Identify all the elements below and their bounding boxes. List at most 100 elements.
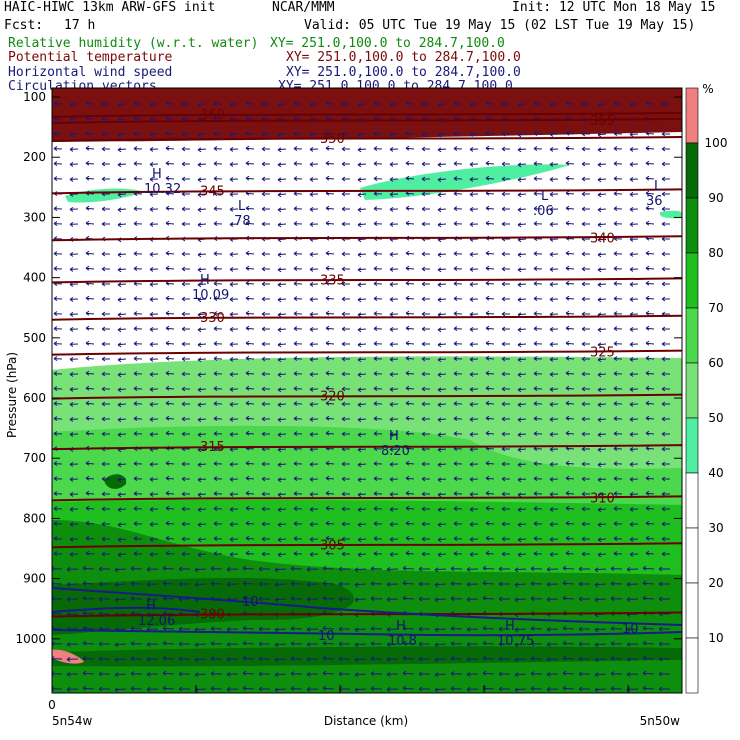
wind-vector xyxy=(114,568,127,571)
wind-vector xyxy=(517,178,527,181)
wind-vector-head xyxy=(501,251,506,257)
wind-vector xyxy=(405,342,415,345)
wind-vector xyxy=(357,298,367,301)
wind-vector-head xyxy=(309,311,314,317)
wind-vector xyxy=(322,657,335,660)
wind-vector xyxy=(485,552,495,555)
wind-vector-head xyxy=(514,582,519,588)
wind-vector xyxy=(437,328,447,331)
colorbar-level: 40 xyxy=(708,466,723,480)
wind-vector-head xyxy=(549,221,554,227)
wind-vector xyxy=(357,223,367,226)
wind-vector xyxy=(197,403,207,406)
wind-vector-head xyxy=(165,535,170,541)
wind-vector-head xyxy=(245,250,250,256)
wind-vector-head xyxy=(197,162,202,168)
wind-vector-head xyxy=(341,281,346,287)
wind-vector-head xyxy=(565,265,570,271)
wind-vector-head xyxy=(242,580,247,586)
wind-vector-head xyxy=(69,221,74,227)
x-axis-label: Distance (km) xyxy=(324,714,408,728)
forecast-label: Fcst: xyxy=(4,18,44,33)
wind-vector-head xyxy=(661,551,666,557)
wind-vector-head xyxy=(645,220,650,226)
wind-vector-head xyxy=(229,461,234,467)
wind-vector-head xyxy=(405,475,410,481)
wind-vector xyxy=(325,402,335,405)
wind-vector-head xyxy=(549,416,554,422)
wind-contour xyxy=(52,587,682,626)
wind-vector xyxy=(357,178,367,181)
wind-vector xyxy=(645,282,655,285)
wind-vector xyxy=(485,372,495,375)
wind-vector xyxy=(277,148,287,151)
wind-vector-head xyxy=(613,506,618,512)
wind-vector-head xyxy=(629,206,634,212)
wind-vector xyxy=(274,688,287,691)
wind-vector-head xyxy=(213,461,218,467)
wind-vector xyxy=(405,387,415,390)
wind-vector xyxy=(565,357,575,360)
wind-vector-head xyxy=(658,581,663,587)
wind-vector xyxy=(277,208,287,211)
wind-vector xyxy=(82,642,95,645)
wind-vector-head xyxy=(357,267,362,273)
wind-vector-head xyxy=(306,566,311,572)
wind-vector xyxy=(485,222,495,225)
wind-vector-head xyxy=(114,657,119,663)
wind-vector-head xyxy=(53,176,58,182)
wind-vector-head xyxy=(293,371,298,377)
wind-vector-head xyxy=(549,191,554,197)
wind-vector-head xyxy=(261,461,266,467)
wind-vector-head xyxy=(453,431,458,437)
wind-vector-head xyxy=(229,326,234,332)
wind-vector-head xyxy=(389,311,394,317)
wind-vector-head xyxy=(498,596,503,602)
wind-vector xyxy=(274,568,287,571)
wind-vector-head xyxy=(453,281,458,287)
wind-vector xyxy=(357,208,367,211)
wind-vector xyxy=(642,627,655,630)
wind-vector-head xyxy=(133,311,138,317)
circulation-vectors xyxy=(52,100,670,693)
wind-vector-head xyxy=(149,221,154,227)
wind-vector-head xyxy=(261,266,266,272)
wind-vector xyxy=(242,627,255,630)
wind-vector-head xyxy=(181,506,186,512)
wind-vector-head xyxy=(610,596,615,602)
wind-vector-head xyxy=(69,161,74,167)
field-theta-name: Potential temperature xyxy=(8,50,173,65)
wind-vector-head xyxy=(498,566,503,572)
x-right-label: 5n50w xyxy=(640,714,681,728)
wind-vector xyxy=(85,402,95,405)
wind-vector xyxy=(245,507,255,510)
wind-vector-head xyxy=(277,477,282,483)
wind-vector xyxy=(85,432,95,435)
wind-vector-head xyxy=(645,295,650,301)
wind-vector-head xyxy=(290,581,295,587)
wind-vector-head xyxy=(357,222,362,228)
wind-vector xyxy=(434,658,447,661)
wind-vector-head xyxy=(101,461,106,467)
wind-vector-head xyxy=(181,356,186,362)
wind-vector xyxy=(117,313,127,316)
wind-vector-head xyxy=(213,161,218,167)
wind-vector-head xyxy=(213,431,218,437)
wind-vector xyxy=(85,177,95,180)
wind-vector xyxy=(322,642,335,645)
wind-vector-head xyxy=(661,206,666,212)
wind-vector-head xyxy=(421,476,426,482)
wind-vector-head xyxy=(613,401,618,407)
field-vectors-name: Circulation vectors xyxy=(8,80,157,90)
wind-vector-head xyxy=(293,146,298,152)
wind-vector-head xyxy=(549,431,554,437)
wind-vector xyxy=(245,267,255,270)
theta-label-350: 350 xyxy=(320,132,345,147)
wind-vector-head xyxy=(229,311,234,317)
wind-vector-head xyxy=(130,686,135,692)
wind-vector-head xyxy=(565,340,570,346)
wind-vector xyxy=(242,582,255,585)
theta-label-325: 325 xyxy=(590,346,615,361)
wind-vector-head xyxy=(229,386,234,392)
theta-label-355: 355 xyxy=(590,114,615,129)
